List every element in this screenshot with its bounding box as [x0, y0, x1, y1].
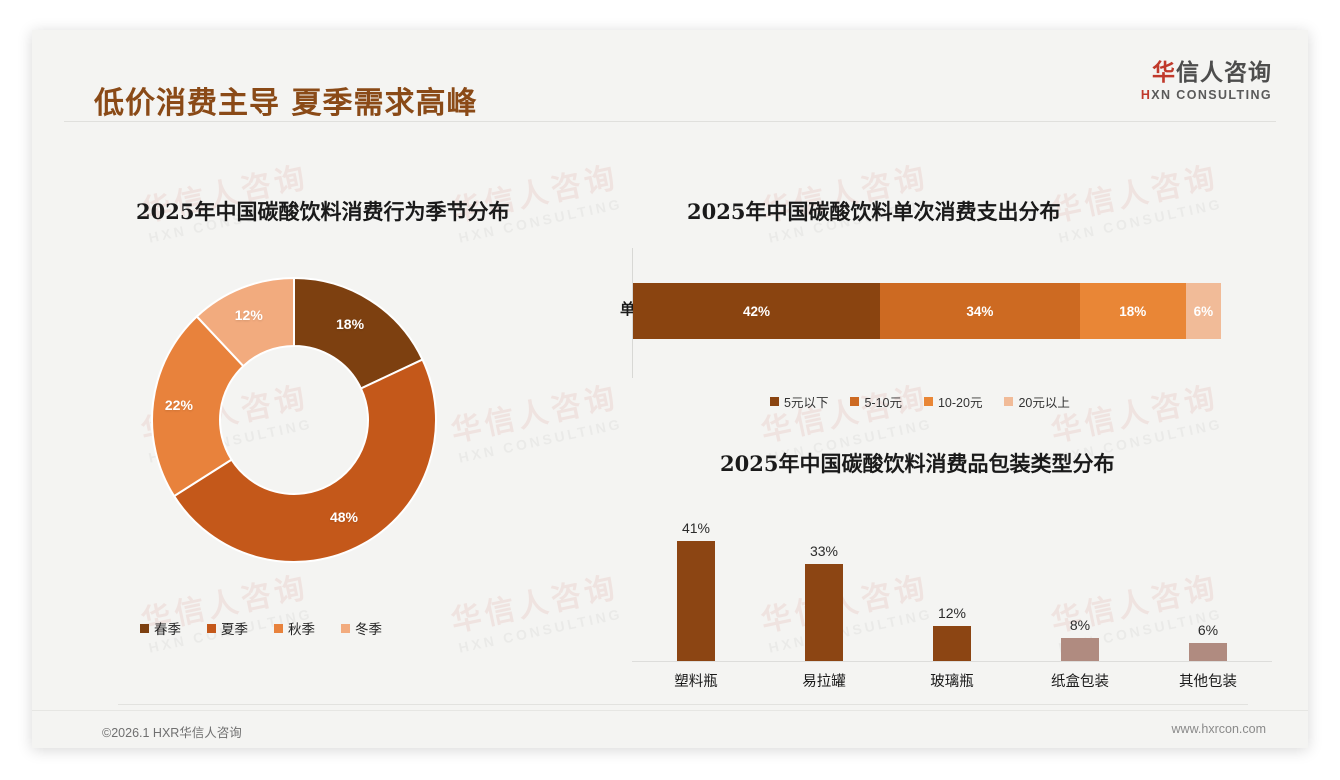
- donut-slice-label: 12%: [234, 306, 263, 323]
- legend-swatch-icon: [274, 623, 283, 633]
- donut-slice-label: 22%: [164, 396, 193, 413]
- donut-legend-item[interactable]: 秋季: [274, 618, 315, 638]
- stacked-bar-legend-item[interactable]: 5-10元: [850, 392, 902, 411]
- column-value-label: 6%: [1197, 622, 1219, 638]
- donut-legend-label: 春季: [154, 622, 181, 637]
- column-chart-plot: 41% 33% 12% 8% 6%: [632, 502, 1272, 662]
- column-value-label: 41%: [681, 520, 711, 536]
- column-chart-column[interactable]: 6%: [1144, 502, 1272, 661]
- column-bar[interactable]: [1189, 643, 1227, 661]
- footer-website: www.hxrcon.com: [1171, 722, 1266, 736]
- donut-legend: 春季 夏季 秋季 冬季: [140, 618, 382, 638]
- column-category-label: 易拉罐: [802, 674, 846, 690]
- donut-chart: 18% 48% 22% 12%: [144, 270, 444, 570]
- logo-english-rest: XN CONSULTING: [1151, 88, 1272, 103]
- legend-swatch-icon: [341, 623, 350, 633]
- donut-chart-panel: 2025年中国碳酸饮料消费行为季节分布 18% 48% 22% 12% 春季 夏季 秋季 冬…: [94, 170, 614, 670]
- slide-canvas: 华信人咨询 HXN CONSULTING 华信人咨询 HXN CONSULTING 华信…: [32, 30, 1308, 748]
- page-title: 低价消费主导 夏季需求高峰: [94, 86, 478, 121]
- column-bar[interactable]: [805, 564, 843, 661]
- donut-slice-label: 48%: [329, 509, 358, 526]
- logo-english-accent: H: [1140, 88, 1152, 103]
- stacked-bar-segment[interactable]: 6%: [1185, 283, 1221, 339]
- column-category-label: 纸盒包装: [1051, 674, 1109, 690]
- legend-swatch-icon: [207, 623, 216, 633]
- column-value-label: 8%: [1069, 617, 1091, 633]
- column-category-label: 其他包装: [1179, 674, 1237, 690]
- stacked-bar-legend-label: 5元以下: [784, 396, 829, 410]
- stacked-bar-axis: [632, 248, 633, 378]
- stacked-bar-legend-label: 20元以上: [1018, 396, 1070, 410]
- column-chart-column[interactable]: 33%: [760, 502, 888, 661]
- column-bar[interactable]: [1061, 638, 1099, 661]
- donut-legend-label: 冬季: [355, 622, 382, 637]
- column-chart-panel: 2025年中国碳酸饮料消费品包装类型分布 41% 33% 12% 8% 6% 塑料瓶 易拉…: [632, 430, 1292, 700]
- stacked-bar-segment[interactable]: 18%: [1079, 283, 1186, 339]
- donut-slice[interactable]: [195, 276, 295, 368]
- logo-english: HXN CONSULTING: [1141, 88, 1272, 102]
- company-logo: 华信人咨询 HXN CONSULTING: [1141, 59, 1272, 102]
- stacked-bar-segment[interactable]: 42%: [633, 283, 880, 339]
- column-value-label: 12%: [937, 605, 967, 621]
- stacked-bar-row: 42% 34% 18% 6%: [633, 283, 1221, 339]
- column-chart-category-labels: 塑料瓶 易拉罐 玻璃瓶 纸盒包装 其他包装: [632, 670, 1272, 691]
- column-category-label: 玻璃瓶: [930, 674, 974, 690]
- column-value-label: 33%: [809, 543, 839, 559]
- donut-legend-item[interactable]: 冬季: [341, 618, 382, 638]
- column-chart-title: 2025年中国碳酸饮料消费品包装类型分布: [720, 451, 1115, 476]
- logo-chinese-rest: 信人咨询: [1176, 59, 1272, 85]
- column-chart-baseline: [632, 661, 1272, 662]
- slide-footer: ©2026.1 HXR华信人咨询 www.hxrcon.com: [32, 710, 1308, 748]
- stacked-bar-title: 2025年中国碳酸饮料单次消费支出分布: [687, 199, 1061, 224]
- stacked-bar-legend-item[interactable]: 5元以下: [770, 392, 828, 411]
- column-chart-column[interactable]: 41%: [632, 502, 760, 661]
- slide-header: 低价消费主导 夏季需求高峰 华信人咨询 HXN CONSULTING: [32, 30, 1308, 122]
- column-bar[interactable]: [933, 626, 971, 661]
- donut-legend-label: 夏季: [221, 622, 248, 637]
- footer-copyright: ©2026.1 HXR华信人咨询: [102, 726, 242, 740]
- donut-legend-item[interactable]: 夏季: [207, 618, 248, 638]
- donut-slice[interactable]: [172, 358, 437, 563]
- source-divider: [118, 704, 1248, 705]
- stacked-bar-legend-item[interactable]: 10-20元: [923, 392, 983, 411]
- column-chart-column[interactable]: 8%: [1016, 502, 1144, 661]
- logo-chinese: 华信人咨询: [1141, 59, 1272, 85]
- legend-swatch-icon: [923, 397, 933, 406]
- legend-swatch-icon: [850, 397, 860, 406]
- donut-slice-label: 18%: [336, 316, 365, 333]
- stacked-bar-legend-label: 5-10元: [864, 396, 902, 410]
- column-chart-column[interactable]: 12%: [888, 502, 1016, 661]
- stacked-bar-segment[interactable]: 34%: [879, 283, 1080, 339]
- logo-chinese-accent: 华: [1152, 59, 1176, 85]
- donut-legend-item[interactable]: 春季: [140, 618, 181, 638]
- stacked-bar-legend-item[interactable]: 20元以上: [1004, 392, 1070, 411]
- header-divider: [64, 121, 1276, 122]
- donut-slice[interactable]: [151, 315, 245, 498]
- donut-slice[interactable]: [293, 276, 424, 390]
- legend-swatch-icon: [770, 397, 779, 406]
- donut-svg: [151, 276, 437, 563]
- legend-swatch-icon: [140, 623, 149, 633]
- column-chart-bars: 41% 33% 12% 8% 6%: [632, 502, 1272, 661]
- donut-legend-label: 秋季: [288, 622, 315, 637]
- column-category-label: 塑料瓶: [674, 674, 718, 690]
- stacked-bar-legend: 5元以下 5-10元 10-20元 20元以上: [770, 392, 1070, 411]
- stacked-bar-panel: 2025年中国碳酸饮料单次消费支出分布 单次花费 42%34%18%6% 5元以…: [620, 170, 1292, 420]
- donut-chart-title: 2025年中国碳酸饮料消费行为季节分布: [136, 199, 510, 224]
- column-bar[interactable]: [677, 541, 715, 661]
- legend-swatch-icon: [1004, 397, 1014, 406]
- stacked-bar-legend-label: 10-20元: [937, 396, 983, 410]
